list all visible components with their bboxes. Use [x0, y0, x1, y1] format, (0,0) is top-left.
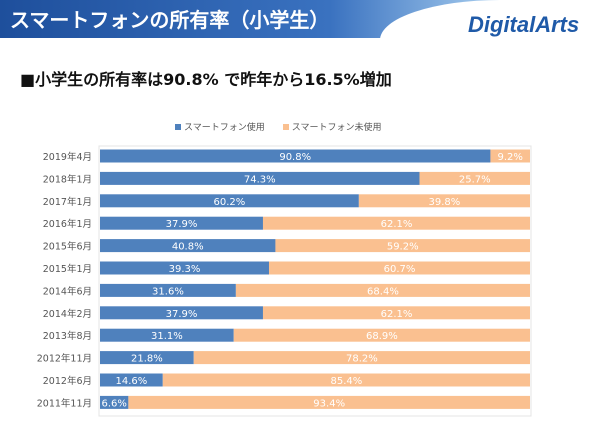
bar-used	[100, 194, 359, 208]
data-label-used: 90.8%	[279, 152, 311, 163]
legend-swatch-used	[175, 124, 181, 130]
data-label-unused: 60.7%	[384, 264, 416, 275]
data-label-unused: 62.1%	[381, 219, 413, 230]
data-label-unused: 68.4%	[367, 286, 399, 297]
category-label: 2012年6月	[43, 375, 92, 387]
slide-subtitle: ■小学生の所有率は90.8% で昨年から16.5%増加	[20, 70, 392, 89]
category-label: 2013年8月	[43, 330, 92, 342]
plot-area	[98, 145, 532, 417]
data-label-unused: 85.4%	[330, 376, 362, 387]
category-label: 2017年1月	[43, 196, 92, 208]
bar-used	[100, 306, 263, 320]
bar-used	[100, 239, 276, 253]
bar-unused	[358, 194, 530, 208]
bar-used	[100, 171, 420, 185]
bar-used	[100, 283, 236, 297]
category-label: 2016年1月	[43, 218, 92, 230]
data-label-used: 21.8%	[131, 354, 163, 365]
bar-unused	[262, 216, 530, 230]
bar-unused	[275, 239, 530, 253]
data-label-used: 14.6%	[115, 376, 147, 387]
data-label-used: 74.3%	[244, 174, 276, 185]
data-label-unused: 9.2%	[498, 152, 523, 163]
data-label-used: 40.8%	[172, 242, 204, 253]
bar-unused	[162, 373, 530, 387]
legend-label-used: スマートフォン使用	[184, 123, 265, 133]
data-label-used: 60.2%	[214, 197, 246, 208]
category-label: 2018年1月	[43, 173, 92, 185]
bar-unused	[235, 283, 530, 297]
category-label: 2014年6月	[43, 285, 92, 297]
digitalarts-logo: DigitalArts	[468, 12, 580, 37]
category-label: 2019年4月	[43, 151, 92, 163]
category-label: 2015年1月	[43, 263, 92, 275]
bar-unused	[419, 171, 530, 185]
bar-used	[100, 328, 234, 342]
data-label-unused: 62.1%	[381, 309, 413, 320]
chart-legend: スマートフォン使用 スマートフォン未使用	[175, 120, 381, 133]
legend-item-unused: スマートフォン未使用	[282, 120, 382, 133]
data-label-used: 6.6%	[101, 398, 126, 409]
bar-unused	[262, 306, 530, 320]
category-label: 2011年11月	[37, 397, 92, 409]
data-label-used: 31.6%	[152, 286, 184, 297]
data-label-unused: 39.8%	[429, 197, 461, 208]
bar-used	[100, 351, 194, 365]
data-label-used: 31.1%	[151, 331, 183, 342]
data-label-unused: 78.2%	[346, 354, 378, 365]
data-label-used: 39.3%	[169, 264, 201, 275]
bar-unused	[490, 149, 530, 163]
bar-unused	[268, 261, 530, 275]
data-label-unused: 59.2%	[387, 242, 419, 253]
bar-used	[100, 261, 269, 275]
bar-unused	[128, 395, 530, 409]
data-label-unused: 25.7%	[459, 174, 491, 185]
category-label: 2015年6月	[43, 241, 92, 253]
bar-used	[100, 395, 129, 409]
category-label: 2012年11月	[37, 353, 92, 365]
data-label-used: 37.9%	[166, 309, 198, 320]
data-label-unused: 68.9%	[366, 331, 398, 342]
legend-label-unused: スマートフォン未使用	[291, 123, 382, 133]
bar-used	[100, 216, 263, 230]
data-label-unused: 93.4%	[313, 398, 345, 409]
bar-used	[100, 373, 163, 387]
data-label-used: 37.9%	[166, 219, 198, 230]
bar-used	[100, 149, 491, 163]
bar-unused	[233, 328, 531, 342]
legend-swatch-unused	[282, 124, 289, 130]
page-title: スマートフォンの所有率（小学生）	[10, 8, 330, 32]
category-label: 2014年2月	[43, 308, 92, 320]
legend-item-used: スマートフォン使用	[175, 120, 265, 133]
bar-unused	[193, 351, 531, 365]
